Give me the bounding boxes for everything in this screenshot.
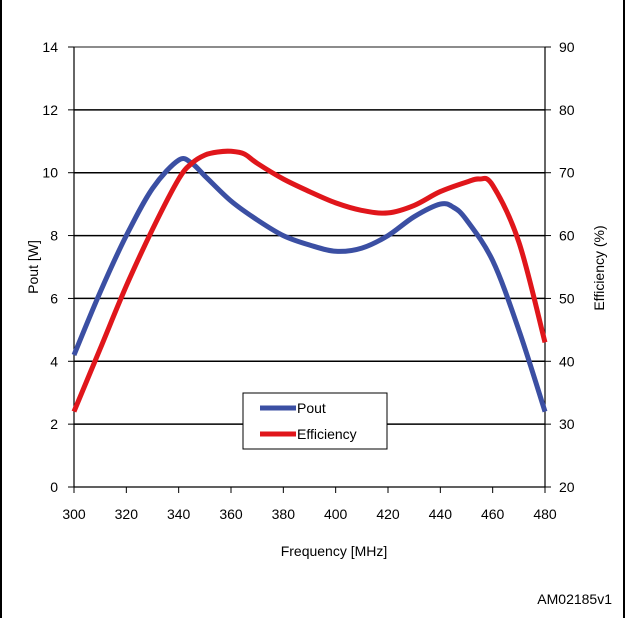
x-tick-label-300: 300	[62, 506, 86, 522]
legend-box	[242, 392, 388, 450]
y-axis-title-left: Pout [W]	[25, 240, 41, 294]
x-tick-label-440: 440	[429, 506, 453, 522]
y-tick-label-left-8: 8	[50, 228, 58, 244]
y-tick-label-left-2: 2	[50, 416, 58, 432]
y-tick-label-right-70: 70	[559, 165, 575, 181]
y-tick-label-left-12: 12	[42, 102, 58, 118]
x-tick-label-480: 480	[533, 506, 557, 522]
y-tick-label-right-40: 40	[559, 353, 575, 369]
legend-label-efficiency: Efficiency	[297, 426, 357, 442]
x-tick-label-420: 420	[376, 506, 400, 522]
legend-label-pout: Pout	[297, 400, 326, 416]
series-line-pout	[71, 156, 548, 413]
y-tick-label-left-10: 10	[42, 165, 58, 181]
y-tick-label-right-60: 60	[559, 228, 575, 244]
x-tick-label-400: 400	[324, 506, 348, 522]
y-tick-label-right-50: 50	[559, 290, 575, 306]
y-tick-label-left-14: 14	[42, 39, 58, 55]
x-axis-title: Frequency [MHz]	[281, 543, 388, 559]
y-tick-label-right-80: 80	[559, 102, 575, 118]
frame-left-border	[0, 0, 2, 618]
x-tick-label-360: 360	[219, 506, 243, 522]
frame-right-border	[623, 0, 625, 618]
y-axis-title-right: Efficiency (%)	[591, 225, 607, 310]
series-line-efficiency	[71, 148, 548, 413]
y-tick-label-left-6: 6	[50, 290, 58, 306]
y-tick-label-left-0: 0	[50, 479, 58, 495]
x-tick-label-380: 380	[272, 506, 296, 522]
y-tick-label-right-20: 20	[559, 479, 575, 495]
figure-code: AM02185v1	[537, 591, 612, 607]
axes: 0 2 4 6 8 10 12 14 20 30 40 50 60 70 80 90 300 320 340 360 3…	[42, 39, 574, 522]
y-tick-label-right-30: 30	[559, 416, 575, 432]
x-tick-label-460: 460	[481, 506, 505, 522]
x-tick-label-340: 340	[167, 506, 191, 522]
series-lines	[71, 148, 548, 413]
y-tick-label-left-4: 4	[50, 353, 58, 369]
y-tick-label-right-90: 90	[559, 39, 575, 55]
gridlines	[74, 46, 545, 425]
legend: Pout Efficiency	[242, 392, 388, 450]
x-tick-label-320: 320	[115, 506, 139, 522]
